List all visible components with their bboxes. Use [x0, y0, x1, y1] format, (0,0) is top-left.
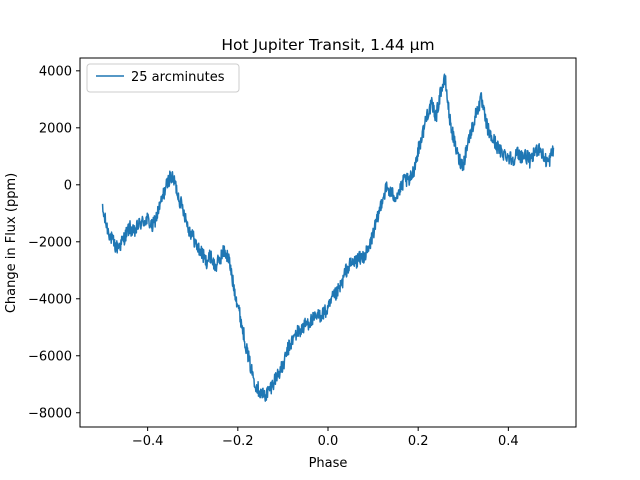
y-tick-label: 4000 — [39, 64, 72, 79]
y-tick-label: 2000 — [39, 121, 72, 136]
x-tick-label: 0.4 — [498, 434, 519, 449]
legend-label: 25 arcminutes — [131, 70, 225, 85]
x-axis-label: Phase — [309, 456, 348, 471]
legend: 25 arcminutes — [86, 63, 240, 93]
y-axis: −8000 −6000 −4000 −2000 0 2000 4000 — [28, 64, 80, 421]
y-tick-label: −8000 — [28, 406, 72, 421]
x-axis: −0.4 −0.2 0.0 0.2 0.4 — [132, 427, 519, 449]
y-tick-label: 0 — [64, 178, 72, 193]
y-tick-label: −6000 — [28, 349, 72, 364]
x-tick-label: −0.4 — [132, 434, 164, 449]
y-tick-label: −4000 — [28, 292, 72, 307]
chart-title: Hot Jupiter Transit, 1.44 µm — [221, 36, 434, 54]
y-tick-label: −2000 — [28, 235, 72, 250]
x-tick-label: 0.2 — [408, 434, 429, 449]
y-axis-label: Change in Flux (ppm) — [4, 173, 19, 313]
legend-box — [86, 63, 240, 93]
x-tick-label: 0.0 — [318, 434, 339, 449]
x-tick-label: −0.2 — [222, 434, 254, 449]
series-line — [101, 73, 555, 402]
